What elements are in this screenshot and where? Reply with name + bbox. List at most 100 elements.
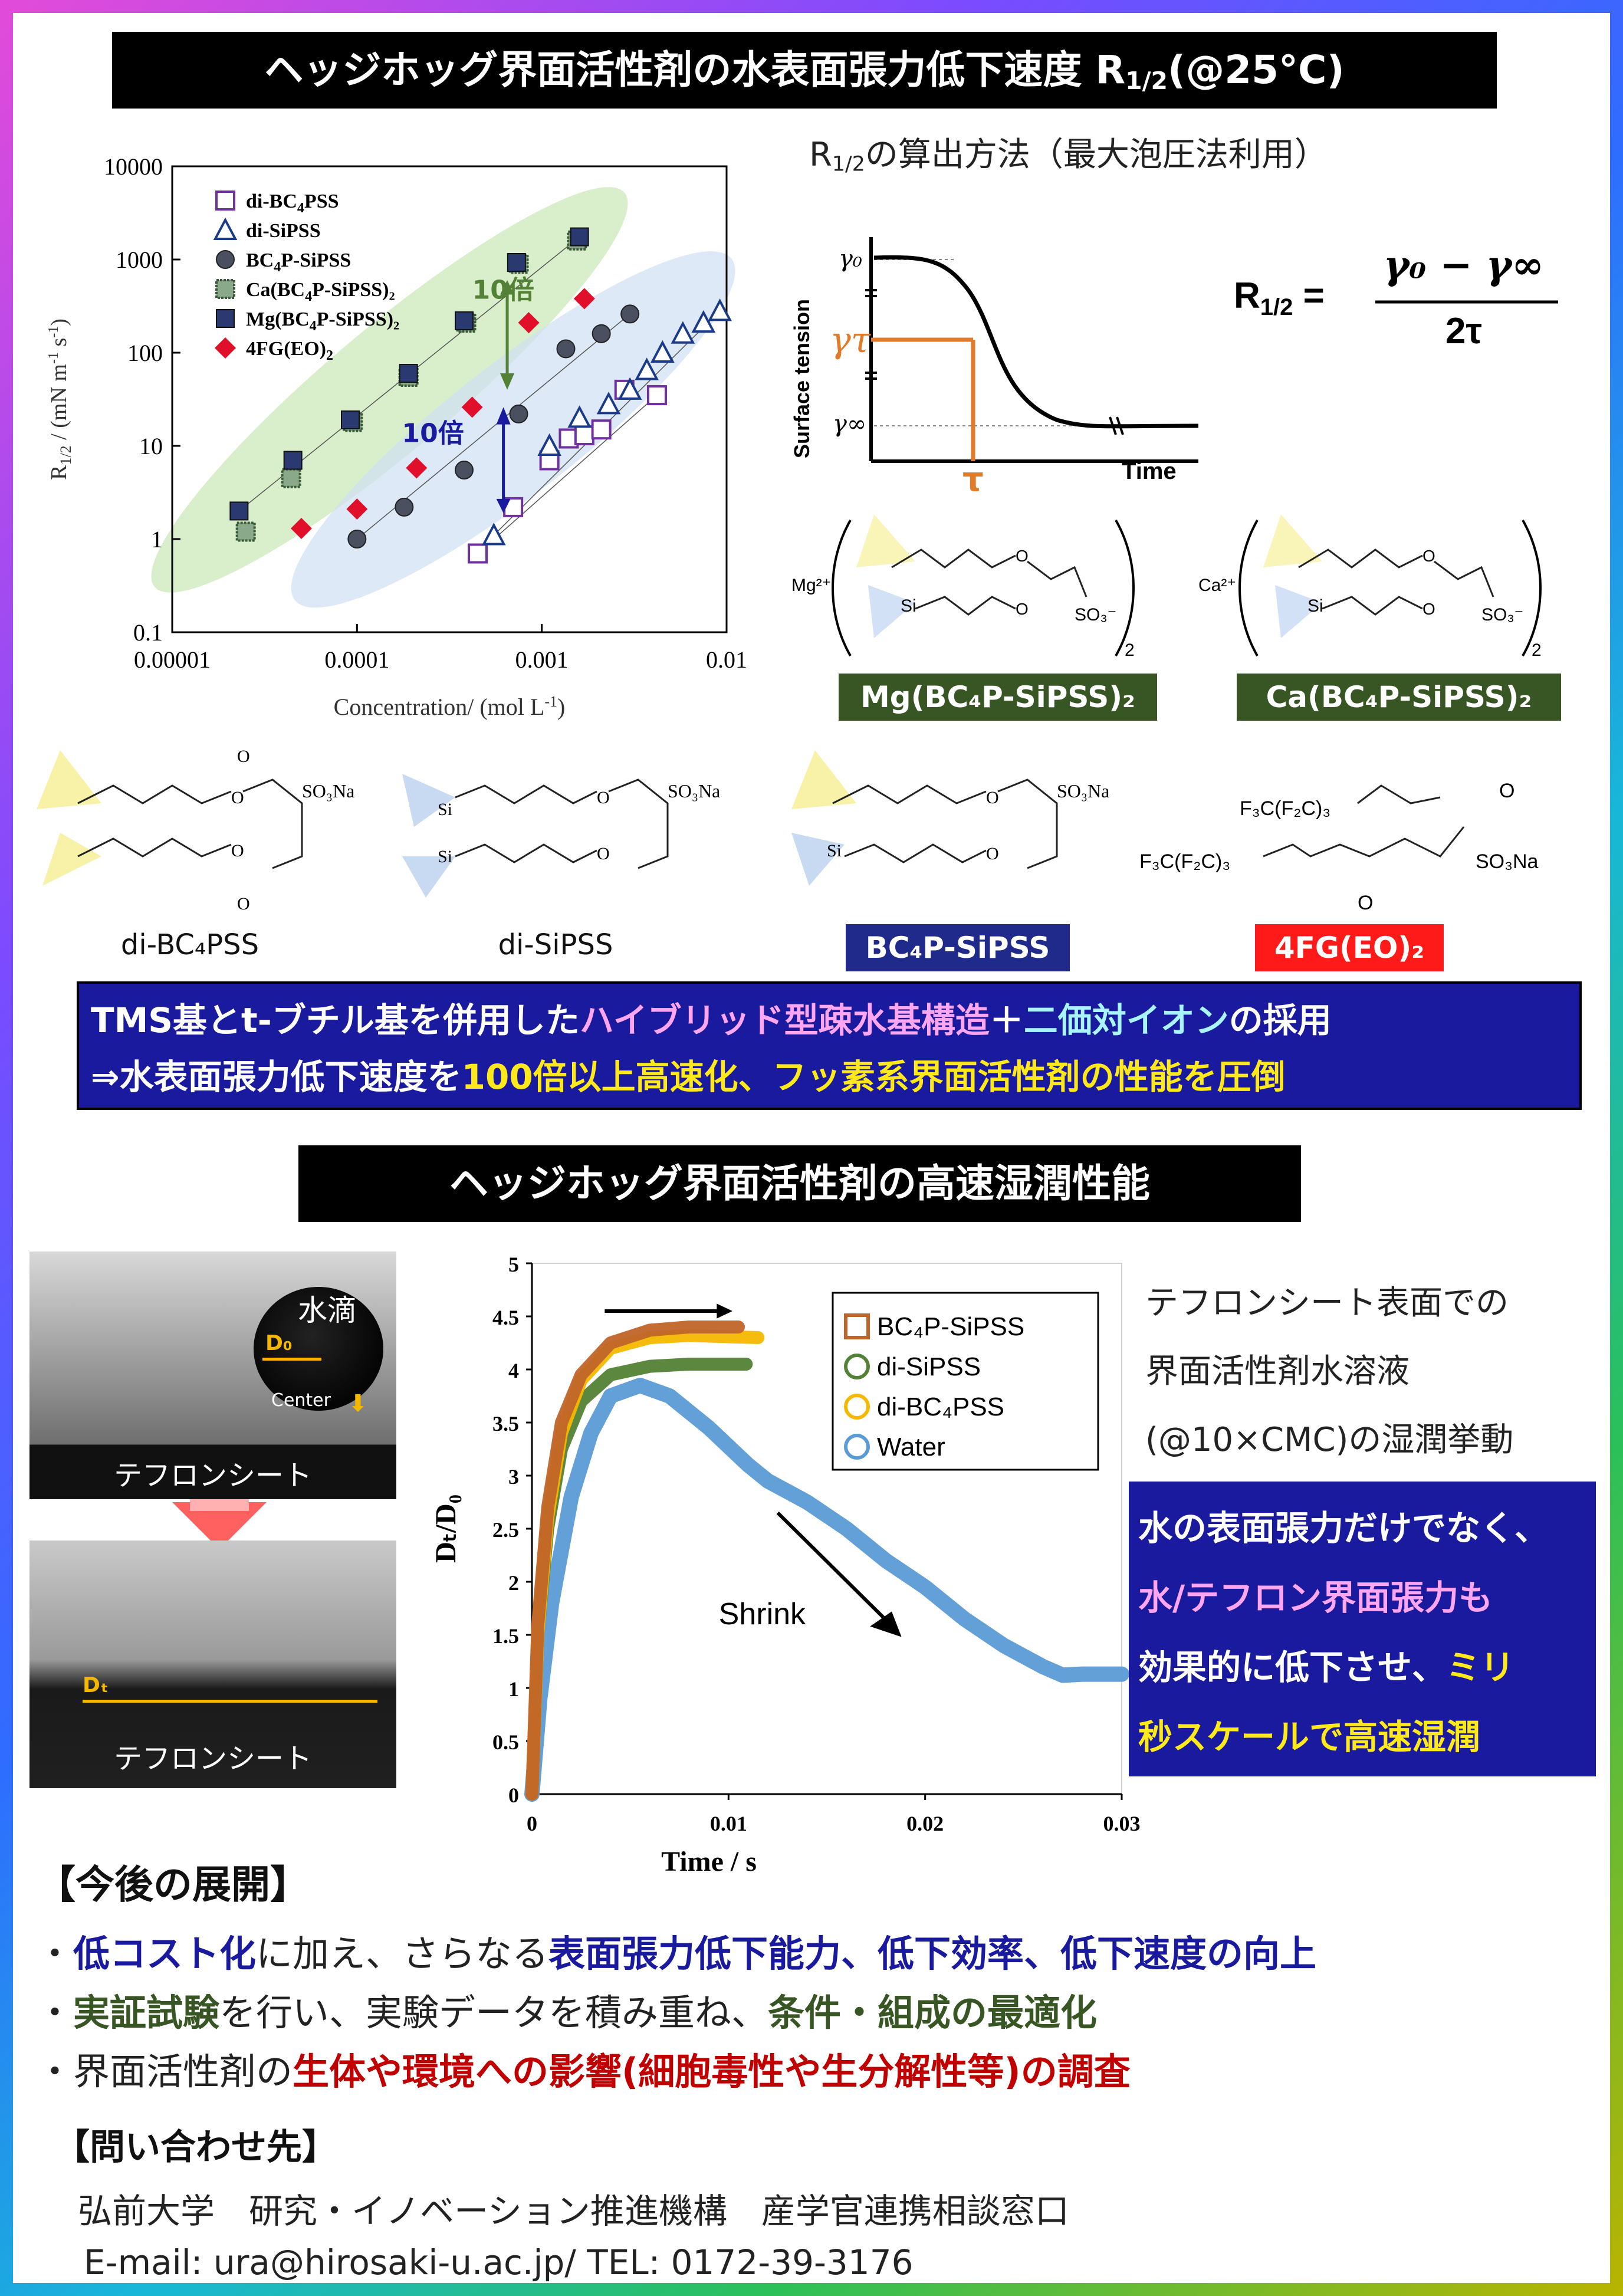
green-10x-label: 10倍 [472,275,534,305]
chart1-ylabel: R1/2 / (mN m-1 s-1) [46,318,74,480]
future-title: 【今後の展開】 [37,1862,309,1907]
down-arrow-stem [190,1499,249,1511]
chart2-legend-label: Water [877,1433,945,1461]
chart2-ytick: 4 [508,1359,519,1382]
chart1-point [650,340,675,363]
chart1-ytick: 1 [151,526,163,553]
future-bullet-2: ・実証試験を行い、実験データを積み重ね、条件・組成の最適化 [37,1991,1098,2034]
chart1-legend-label: Mg(BC4P-SiPSS)₂ [246,308,399,334]
r12-concentration-chart: 10000 1000 100 10 1 0.10.00001 0.0001 0.001 0.01… [46,153,747,720]
ca-o-label-1: O [1422,547,1435,565]
chart1-point [592,324,611,343]
chart1-legend-marker [216,250,235,269]
formula-lhs: R1/2 = [1234,275,1325,320]
chart2-xtick: 0.03 [1103,1812,1141,1835]
gamma-inf-label: γ∞ [833,410,866,438]
chart1-point [291,517,313,539]
bcsi-o-2: O [986,844,999,863]
bcsi-o-1: O [986,788,999,807]
chart1-ytick: 100 [127,340,163,366]
chart2-xlabel: Time / s [661,1846,757,1877]
chart2-legend-marker [844,1394,870,1420]
wet-text-1: テフロンシート表面での [1145,1284,1509,1322]
future-bullet-1: ・低コスト化に加え、さらなる表面張力低下能力、低下効率、低下速度の向上 [37,1932,1317,1975]
chart1-legend-marker [215,279,235,299]
chart2-xtick: 0.02 [906,1812,944,1835]
d0-line [262,1358,321,1361]
disi-so3na: SO₃Na [668,780,720,802]
chart2-ytick: 0.5 [492,1730,519,1754]
wet-box-line-3: 効果的に低下させ、ミリ [1138,1647,1515,1687]
dibc-so3na: SO₃Na [302,780,354,802]
blue-10x-label: 10倍 [402,418,464,448]
chart1-legend-marker [215,190,235,211]
chart1-point [671,321,695,344]
tau-label: τ [962,461,984,499]
chart1-plot-group: 10000 1000 100 10 1 0.10.00001 0.0001 0.001 0.01… [46,153,747,720]
chart1-xtick: 0.00001 [134,646,211,673]
chart2-ytick: 1 [508,1677,519,1701]
blue-highlight-ellipse [291,251,735,608]
dt-label: Dₜ [83,1673,109,1697]
ca-complex-structure: Ca²⁺ Si O O SO₃⁻ 2 [1198,514,1542,660]
shrink-arrow [776,1511,897,1631]
dibc-o-4: O [237,894,250,914]
di-sipss-structure: Si Si SO₃Na O O [402,774,720,898]
4fg-eo2-label: 4FG(EO)₂ [1255,924,1444,971]
chart1-point [591,419,612,440]
chart1-point [481,523,506,546]
chart1-point [454,461,474,480]
bc4p-sipss-structure: Si SO₃Na O O [791,750,1109,886]
chart1-point [691,310,716,333]
chart1-point [283,451,303,470]
disi-si-1: Si [438,800,452,819]
dibc-o-3: O [237,747,250,766]
dt-line [83,1700,377,1703]
di-sipss-label: di-SiPSS [498,928,613,961]
chart1-point [596,392,621,415]
chart2-xtick: 0 [527,1812,537,1835]
wet-box-line-4: 秒スケールで高速湿潤 [1138,1717,1481,1757]
chart1-point [617,377,642,400]
method-title-text: の算出方法（最大泡圧法利用） [865,136,1328,174]
contact-email[interactable]: E-mail: ura@hirosaki-u.ac.jp/ TEL: 0172-… [84,2242,914,2282]
shrink-label: Shrink [719,1597,806,1631]
gamma-zero-label: γ₀ [839,245,862,272]
chart1-point [347,530,367,548]
chart1-xtick: 0.01 [706,646,747,673]
ca-complex-label: Ca(BC₄P-SiPSS)₂ [1237,674,1561,721]
wet-text-3: (@10×CMC)の湿潤挙動 [1145,1421,1514,1459]
chart1-point [708,298,732,321]
teflon-label-2: テフロンシート [113,1742,312,1775]
droplet-label: 水滴 [298,1293,357,1328]
mg-so3-label: SO₃⁻ [1075,605,1116,625]
chart2-legend-label: BC₄P-SiPSS [877,1312,1024,1341]
summary-box: TMS基とt-ブチル基を併用したハイブリッド型疎水基構造＋二価対イオンの採用 ⇒… [77,981,1582,1110]
chart1-point [507,252,526,272]
header-title-1-tail: (@25°C) [1168,47,1345,93]
chart1-point [461,396,483,418]
summary-line-1: TMS基とt-ブチル基を併用したハイブリッド型疎水基構造＋二価対イオンの採用 [91,1000,1332,1040]
fg-f3c-2: F₃C(F₂C)₃ [1139,850,1230,873]
disi-si-2: Si [438,847,452,866]
chart2-series-line [525,1321,745,1801]
chart1-point [281,468,301,488]
chart2-legend-box [832,1292,1099,1471]
chart2-plot-group: 5 4.5 4 3.5 3 2.5 2 1.5 1 0.5 00 0.01 0.02 0.03 Dₜ/D₀ T… [429,1253,1141,1877]
bcsi-so3na: SO₃Na [1057,780,1109,802]
chart2-ytick: 3 [508,1465,519,1489]
center-arrow-icon: ⬇ [348,1390,368,1417]
formula-denominator: 2τ [1445,311,1482,352]
chart1-point [573,288,595,310]
header-title-1-text: ヘッジホッグ界面活性剤の水表面張力低下速度 R [264,47,1126,93]
chart2-ylabel: Dₜ/D₀ [429,1494,462,1563]
chart1-point [518,312,540,334]
wet-box-line-1: 水の表面張力だけでなく、 [1138,1508,1549,1548]
chart1-point [537,433,561,456]
chart1-ytick: 0.1 [133,619,163,646]
wet-box-line-2: 水/テフロン界面張力も [1138,1578,1493,1618]
wet-text-2: 界面活性剤水溶液 [1145,1352,1410,1391]
di-bc4pss-label: di-BC₄PSS [120,928,259,961]
fg-so3na: SO₃Na [1476,850,1539,873]
d0-label: D₀ [265,1331,293,1355]
